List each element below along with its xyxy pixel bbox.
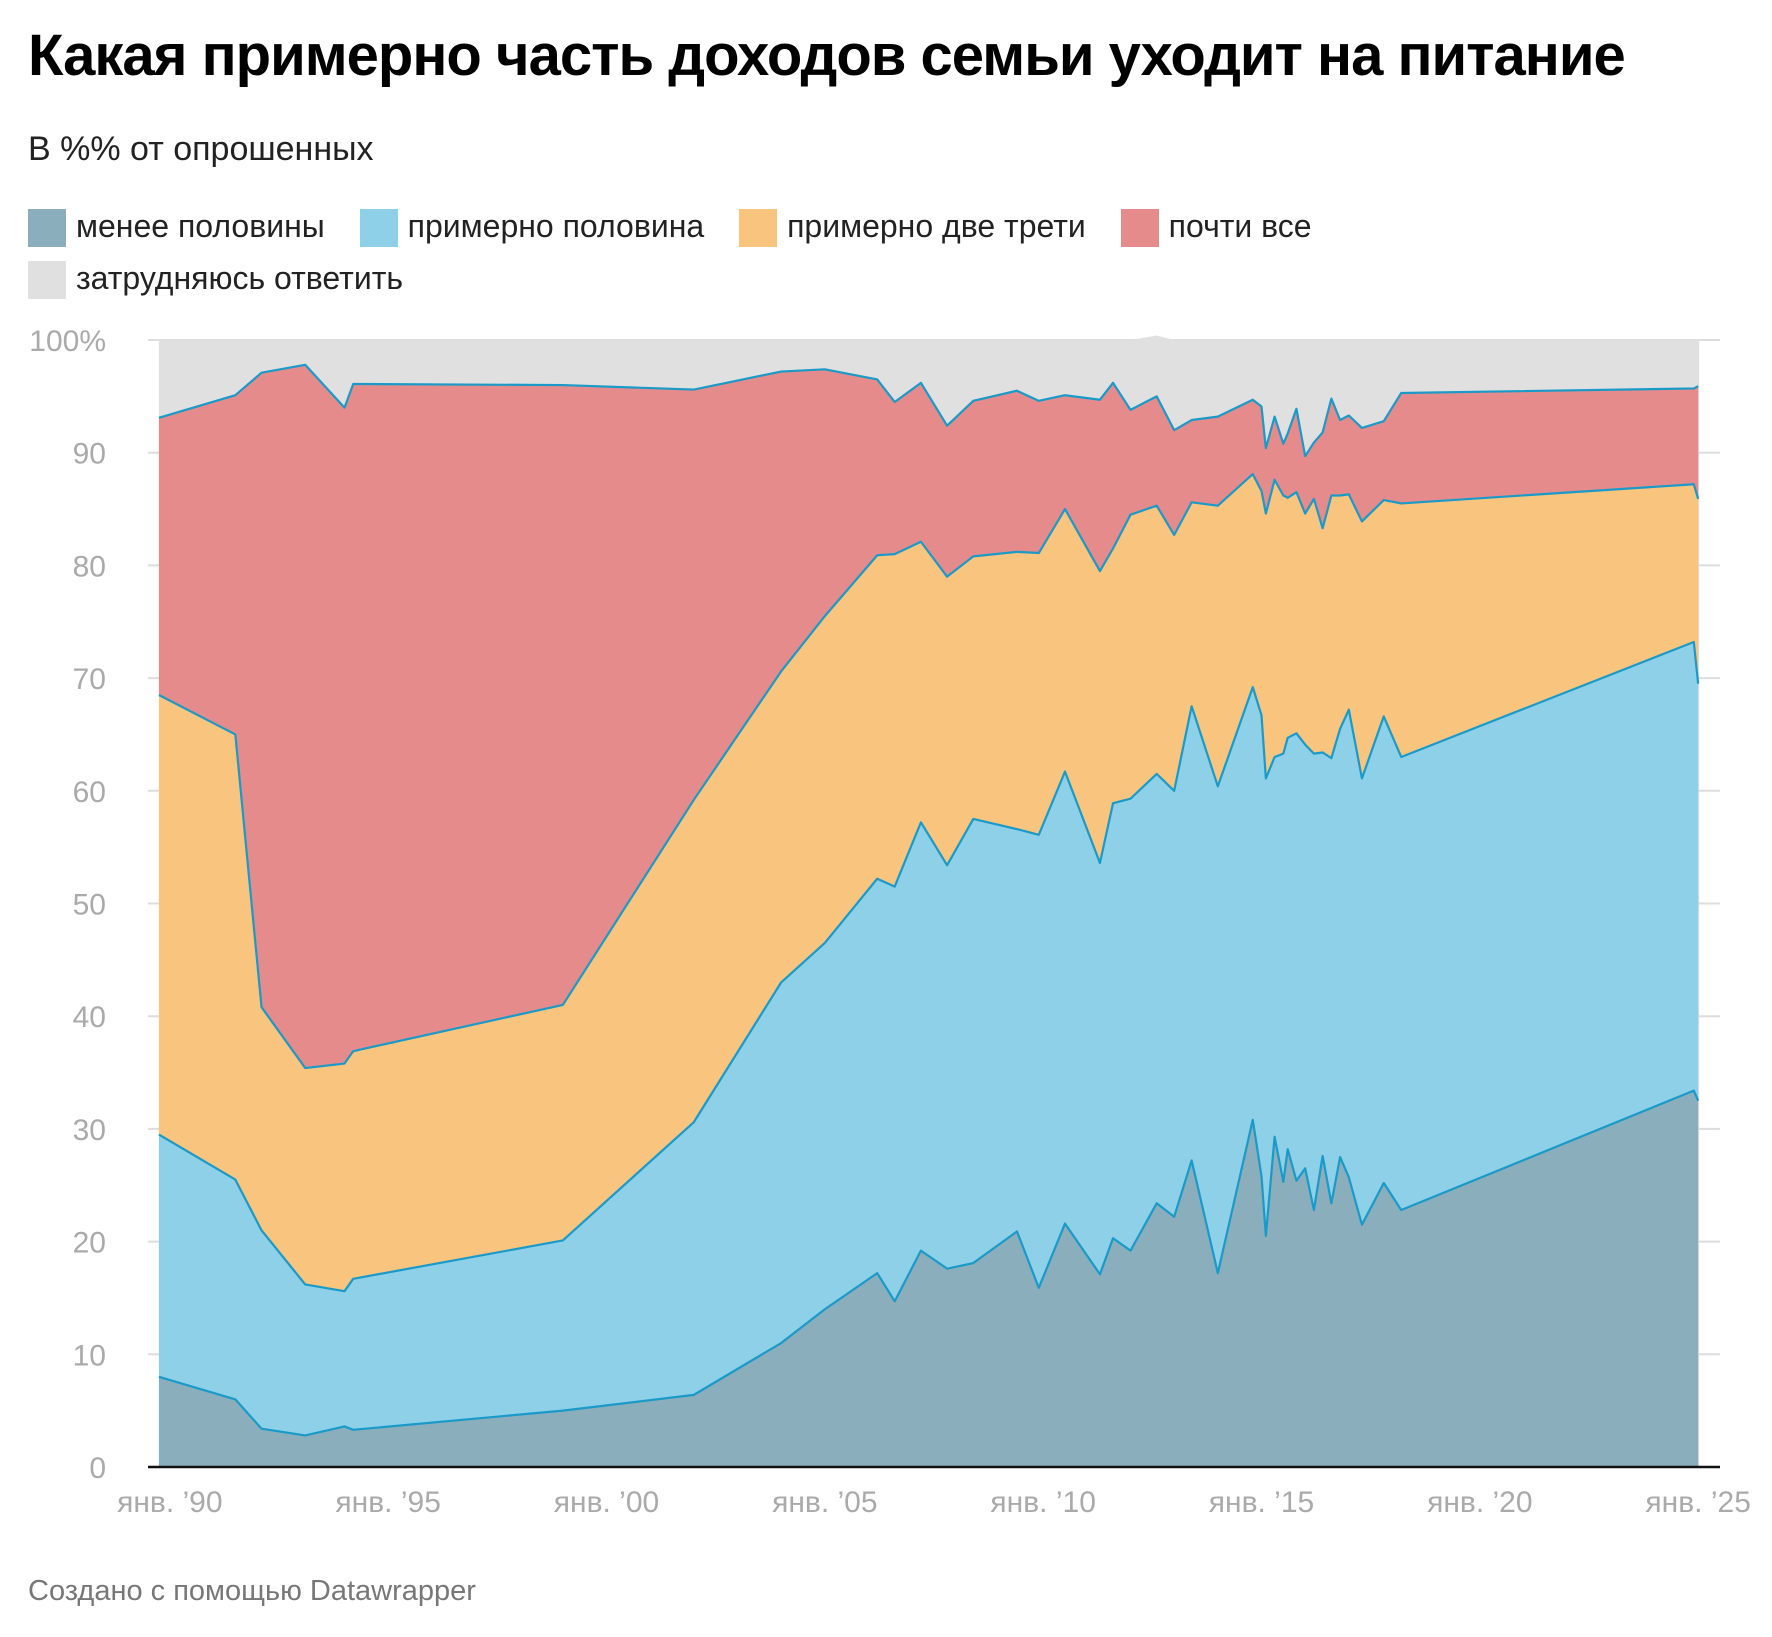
y-tick-label: 10: [73, 1339, 106, 1372]
area-series-4: [158, 364, 1699, 1069]
x-tick-label: янв. ’00: [554, 1486, 659, 1519]
x-tick-label: янв. ’95: [335, 1486, 440, 1519]
chart-title: Какая примерно часть доходов семьи уходи…: [28, 23, 1626, 88]
area-series-1: [158, 1090, 1699, 1467]
legend-item-about-half: примерно половина: [359, 200, 705, 252]
series-boundary-line-4: [158, 363, 1699, 458]
area-layer: [158, 335, 1699, 1467]
line-layer: [158, 363, 1700, 1437]
stacked-area-chart: 0 10 20 30 40 50 60 70 80 90 100% янв. ’90 янв. ’95 я…: [29, 325, 1751, 1519]
legend-swatch: [1120, 209, 1159, 247]
x-tick-label: янв. ’10: [990, 1486, 1095, 1519]
area-series-3: [158, 474, 1699, 1292]
area-series-2: [158, 642, 1699, 1436]
legend-swatch: [359, 209, 398, 247]
x-tick-label: янв. ’25: [1645, 1486, 1750, 1519]
series-boundary-line-2: [158, 640, 1700, 1293]
legend-label: примерно две трети: [787, 208, 1086, 244]
legend-item-almost-all: почти все: [1120, 200, 1312, 252]
axis-layer: 0 10 20 30 40 50 60 70 80 90 100% янв. ’90 янв. ’95 я…: [29, 325, 1751, 1519]
y-tick-label: 60: [73, 776, 106, 809]
area-series-5: [158, 335, 1699, 457]
x-tick-label: янв. ’15: [1209, 1486, 1314, 1519]
x-tick-label: янв. ’90: [117, 1486, 222, 1519]
legend-label: менее половины: [76, 208, 325, 244]
y-tick-label: 100%: [29, 325, 106, 358]
legend-item-hard-to-say: затрудняюсь ответить: [28, 252, 403, 304]
legend-swatch: [28, 261, 66, 299]
legend-label: почти все: [1168, 208, 1312, 244]
x-tick-label: янв. ’20: [1427, 1486, 1532, 1519]
legend-item-less-half: менее половины: [28, 200, 325, 252]
y-tick-label: 80: [73, 550, 106, 583]
legend-swatch: [739, 209, 778, 247]
y-tick-label: 90: [73, 438, 106, 471]
series-boundary-line-3: [158, 473, 1700, 1070]
y-tick-label: 0: [89, 1452, 106, 1485]
legend-label: примерно половина: [407, 208, 705, 244]
y-tick-label: 40: [73, 1001, 106, 1034]
x-tick-label: янв. ’05: [772, 1486, 877, 1519]
legend: менее половины примерно половина примерн…: [28, 200, 1728, 304]
legend-label: затрудняюсь ответить: [76, 260, 404, 296]
legend-swatch: [28, 209, 66, 247]
y-tick-label: 30: [73, 1114, 106, 1147]
series-boundary-line-1: [158, 1089, 1700, 1437]
y-tick-label: 50: [73, 889, 106, 922]
legend-item-two-thirds: примерно две трети: [739, 200, 1086, 252]
y-tick-label: 20: [73, 1227, 106, 1260]
chart-subtitle: В %% от опрошенных: [28, 130, 374, 168]
y-tick-label: 70: [73, 663, 106, 696]
footer-credit: Создано с помощью Datawrapper: [28, 1575, 476, 1607]
